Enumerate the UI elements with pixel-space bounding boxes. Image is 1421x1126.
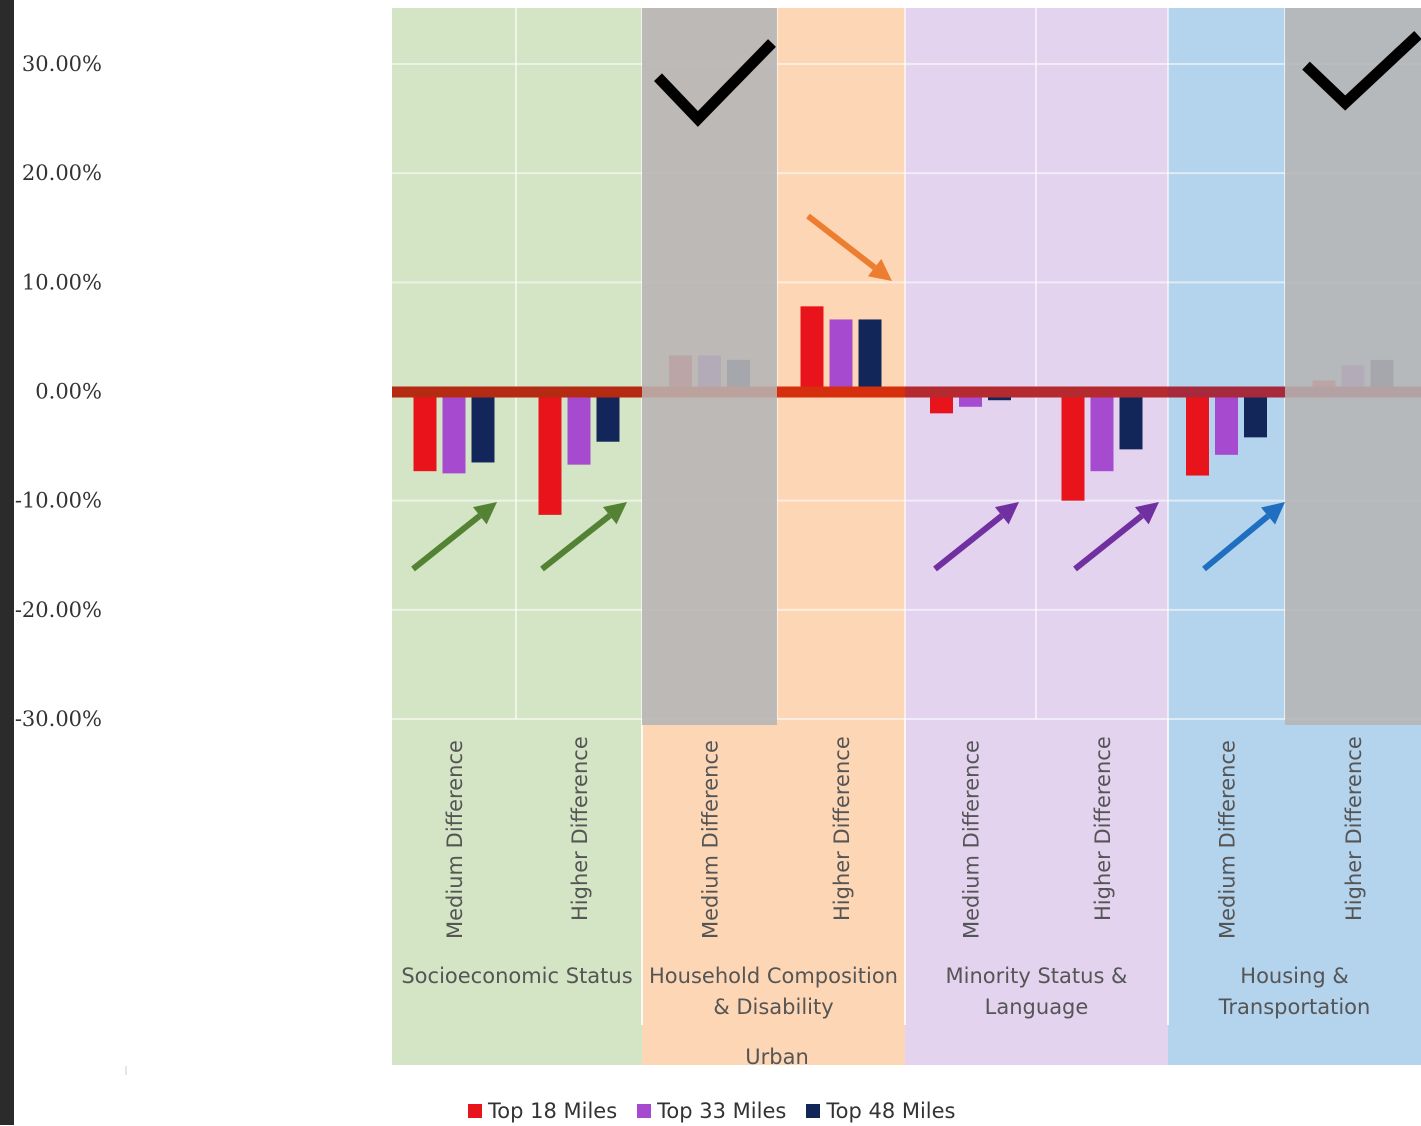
- bar: [1090, 391, 1114, 472]
- arrow-head: [472, 502, 497, 525]
- group-label: Household Composition: [649, 964, 898, 988]
- zero-line: [392, 386, 1421, 398]
- checkmarks: [654, 30, 1421, 127]
- zero-line-segment: [905, 386, 1168, 398]
- checkmark-icon: [1302, 30, 1421, 111]
- arrow-head: [1134, 502, 1159, 525]
- y-axis-ticks: 30.00% 20.00% 10.00% 0.00% -10.00% -20.00% -30…: [15, 52, 102, 731]
- chart: 30.00% 20.00% 10.00% 0.00% -10.00% -20.00% -30…: [15, 8, 1421, 1075]
- group-labels: Socioeconomic Status Household Compositio…: [401, 964, 1370, 1019]
- gray-overlay: [1285, 8, 1421, 725]
- legend-label: Top 18 Miles: [488, 1099, 618, 1123]
- window-edge: [0, 0, 14, 1125]
- zero-line-overlay: [1285, 386, 1421, 398]
- y-tick-label: 20.00%: [22, 161, 102, 185]
- y-tick-label: 0.00%: [35, 380, 102, 404]
- gray-overlay: [642, 8, 777, 725]
- y-tick-label: 10.00%: [22, 270, 102, 294]
- group-label: Language: [985, 995, 1089, 1019]
- bar: [567, 391, 591, 465]
- arrow-head: [1261, 502, 1285, 525]
- bar: [442, 391, 466, 474]
- category-label: Higher Difference: [568, 736, 592, 921]
- category-label: Medium Difference: [960, 740, 984, 939]
- arrow-head: [867, 258, 892, 281]
- bar: [471, 391, 495, 463]
- category-labels: Medium Difference Higher Difference Medium…: [443, 736, 1366, 939]
- category-label: Higher Difference: [1091, 736, 1115, 921]
- legend-item: Top 33 Miles: [637, 1099, 786, 1123]
- group-label: Housing &: [1240, 964, 1348, 988]
- legend-item: Top 18 Miles: [468, 1099, 617, 1123]
- group-label: Transportation: [1218, 995, 1371, 1019]
- arrow-head: [602, 502, 627, 525]
- legend-swatch: [637, 1104, 652, 1118]
- legend-swatch: [806, 1104, 821, 1118]
- bar: [829, 319, 853, 392]
- arrow-shaft: [933, 513, 1004, 572]
- arrow-shaft: [1073, 513, 1144, 572]
- zero-line-segment: [392, 386, 642, 398]
- category-label: Higher Difference: [830, 736, 854, 921]
- bar: [596, 391, 620, 442]
- y-tick-label: -20.00%: [15, 598, 102, 622]
- bar: [858, 319, 882, 392]
- legend-swatch: [468, 1104, 482, 1118]
- zero-line-overlay: [642, 386, 777, 398]
- group-label: & Disability: [713, 995, 833, 1019]
- y-tick-label: -10.00%: [15, 489, 102, 513]
- y-tick-label: -30.00%: [15, 707, 102, 731]
- arrow-shaft: [540, 513, 612, 572]
- category-label: Medium Difference: [699, 740, 723, 939]
- arrows: [411, 213, 1285, 572]
- bar: [1119, 391, 1143, 450]
- outer-group-label: Urban: [745, 1045, 809, 1069]
- bar: [538, 391, 562, 515]
- category-label: Medium Difference: [443, 740, 467, 939]
- category-label: Medium Difference: [1216, 740, 1240, 939]
- arrow-shaft: [1202, 513, 1270, 572]
- arrow-shaft: [806, 213, 877, 270]
- gray-overlays: [642, 8, 1421, 725]
- bar: [1244, 391, 1267, 438]
- y-tick-label: 30.00%: [22, 52, 102, 76]
- group-label: Minority Status &: [946, 964, 1128, 988]
- legend: Top 18 Miles Top 33 Miles Top 48 Miles: [468, 1096, 956, 1126]
- bar: [800, 306, 824, 392]
- arrow-head: [994, 502, 1019, 525]
- bar: [1215, 391, 1238, 455]
- category-label: Higher Difference: [1342, 736, 1366, 921]
- bar: [413, 391, 437, 472]
- bar: [1186, 391, 1209, 476]
- legend-label: Top 48 Miles: [826, 1099, 956, 1123]
- bar: [1061, 391, 1085, 501]
- legend-item: Top 48 Miles: [806, 1099, 956, 1123]
- arrow-shaft: [411, 513, 482, 572]
- group-backgrounds: [392, 8, 1421, 1065]
- legend-label: Top 33 Miles: [657, 1099, 787, 1123]
- checkmark-icon: [654, 39, 776, 127]
- group-label: Socioeconomic Status: [401, 964, 632, 988]
